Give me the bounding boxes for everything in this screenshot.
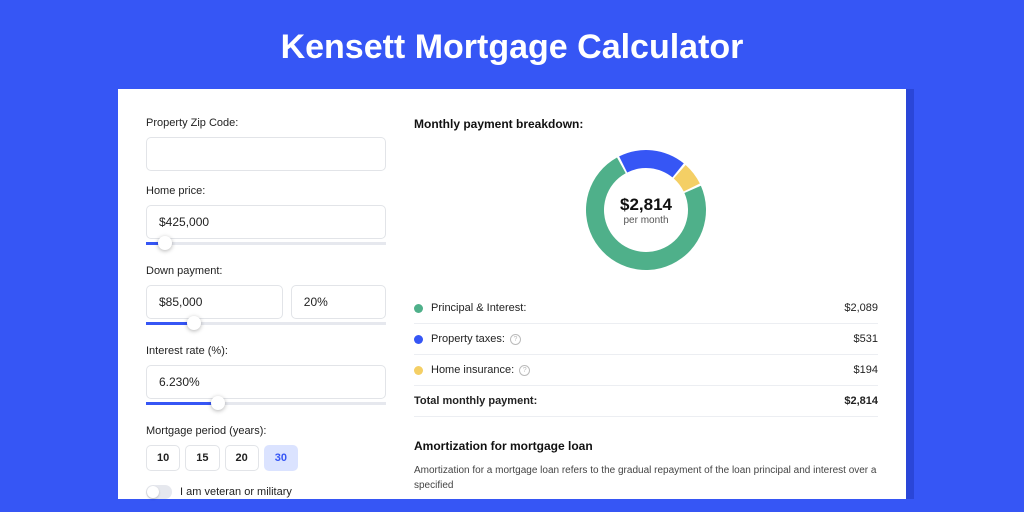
veteran-toggle[interactable] bbox=[146, 485, 172, 499]
donut-chart: $2,814 per month bbox=[581, 145, 711, 275]
home-price-input[interactable] bbox=[146, 205, 386, 239]
legend-total-label: Total monthly payment: bbox=[414, 395, 844, 407]
donut-sub: per month bbox=[623, 215, 668, 226]
legend-dot bbox=[414, 304, 423, 313]
home-price-slider[interactable] bbox=[146, 237, 386, 251]
period-button-15[interactable]: 15 bbox=[185, 445, 219, 471]
period-button-10[interactable]: 10 bbox=[146, 445, 180, 471]
legend: Principal & Interest:$2,089Property taxe… bbox=[414, 293, 878, 417]
amortization-heading: Amortization for mortgage loan bbox=[414, 439, 878, 453]
period-label: Mortgage period (years): bbox=[146, 425, 386, 437]
zip-group: Property Zip Code: bbox=[146, 117, 386, 171]
interest-rate-group: Interest rate (%): bbox=[146, 345, 386, 411]
slider-thumb[interactable] bbox=[187, 316, 201, 330]
home-price-group: Home price: bbox=[146, 185, 386, 251]
home-price-label: Home price: bbox=[146, 185, 386, 197]
veteran-row: I am veteran or military bbox=[146, 485, 386, 499]
legend-total-value: $2,814 bbox=[844, 395, 878, 407]
info-icon[interactable]: ? bbox=[519, 365, 530, 376]
interest-rate-input[interactable] bbox=[146, 365, 386, 399]
slider-thumb[interactable] bbox=[158, 236, 172, 250]
donut-center: $2,814 per month bbox=[581, 145, 711, 275]
down-payment-percent-input[interactable] bbox=[291, 285, 386, 319]
interest-rate-slider[interactable] bbox=[146, 397, 386, 411]
info-icon[interactable]: ? bbox=[510, 334, 521, 345]
period-button-30[interactable]: 30 bbox=[264, 445, 298, 471]
donut-amount: $2,814 bbox=[620, 195, 672, 215]
interest-rate-label: Interest rate (%): bbox=[146, 345, 386, 357]
legend-value: $2,089 bbox=[844, 302, 878, 314]
legend-row: Property taxes:?$531 bbox=[414, 324, 878, 355]
form-column: Property Zip Code: Home price: Down paym… bbox=[146, 117, 386, 499]
legend-label: Principal & Interest: bbox=[431, 302, 844, 314]
period-button-20[interactable]: 20 bbox=[225, 445, 259, 471]
down-payment-amount-input[interactable] bbox=[146, 285, 283, 319]
down-payment-group: Down payment: bbox=[146, 265, 386, 331]
legend-value: $531 bbox=[854, 333, 878, 345]
slider-thumb[interactable] bbox=[211, 396, 225, 410]
breakdown-heading: Monthly payment breakdown: bbox=[414, 117, 878, 131]
legend-total-row: Total monthly payment:$2,814 bbox=[414, 386, 878, 417]
zip-input[interactable] bbox=[146, 137, 386, 171]
legend-value: $194 bbox=[854, 364, 878, 376]
donut-chart-area: $2,814 per month bbox=[414, 145, 878, 275]
page-title: Kensett Mortgage Calculator bbox=[0, 0, 1024, 89]
legend-dot bbox=[414, 366, 423, 375]
legend-label: Home insurance:? bbox=[431, 364, 854, 376]
legend-dot bbox=[414, 335, 423, 344]
legend-row: Home insurance:?$194 bbox=[414, 355, 878, 386]
zip-label: Property Zip Code: bbox=[146, 117, 386, 129]
amortization-text: Amortization for a mortgage loan refers … bbox=[414, 463, 878, 493]
legend-label: Property taxes:? bbox=[431, 333, 854, 345]
period-options: 10152030 bbox=[146, 445, 386, 471]
down-payment-slider[interactable] bbox=[146, 317, 386, 331]
down-payment-label: Down payment: bbox=[146, 265, 386, 277]
breakdown-column: Monthly payment breakdown: $2,814 per mo… bbox=[414, 117, 878, 499]
calculator-card: Property Zip Code: Home price: Down paym… bbox=[118, 89, 906, 499]
veteran-label: I am veteran or military bbox=[180, 486, 292, 498]
period-group: Mortgage period (years): 10152030 bbox=[146, 425, 386, 471]
legend-row: Principal & Interest:$2,089 bbox=[414, 293, 878, 324]
